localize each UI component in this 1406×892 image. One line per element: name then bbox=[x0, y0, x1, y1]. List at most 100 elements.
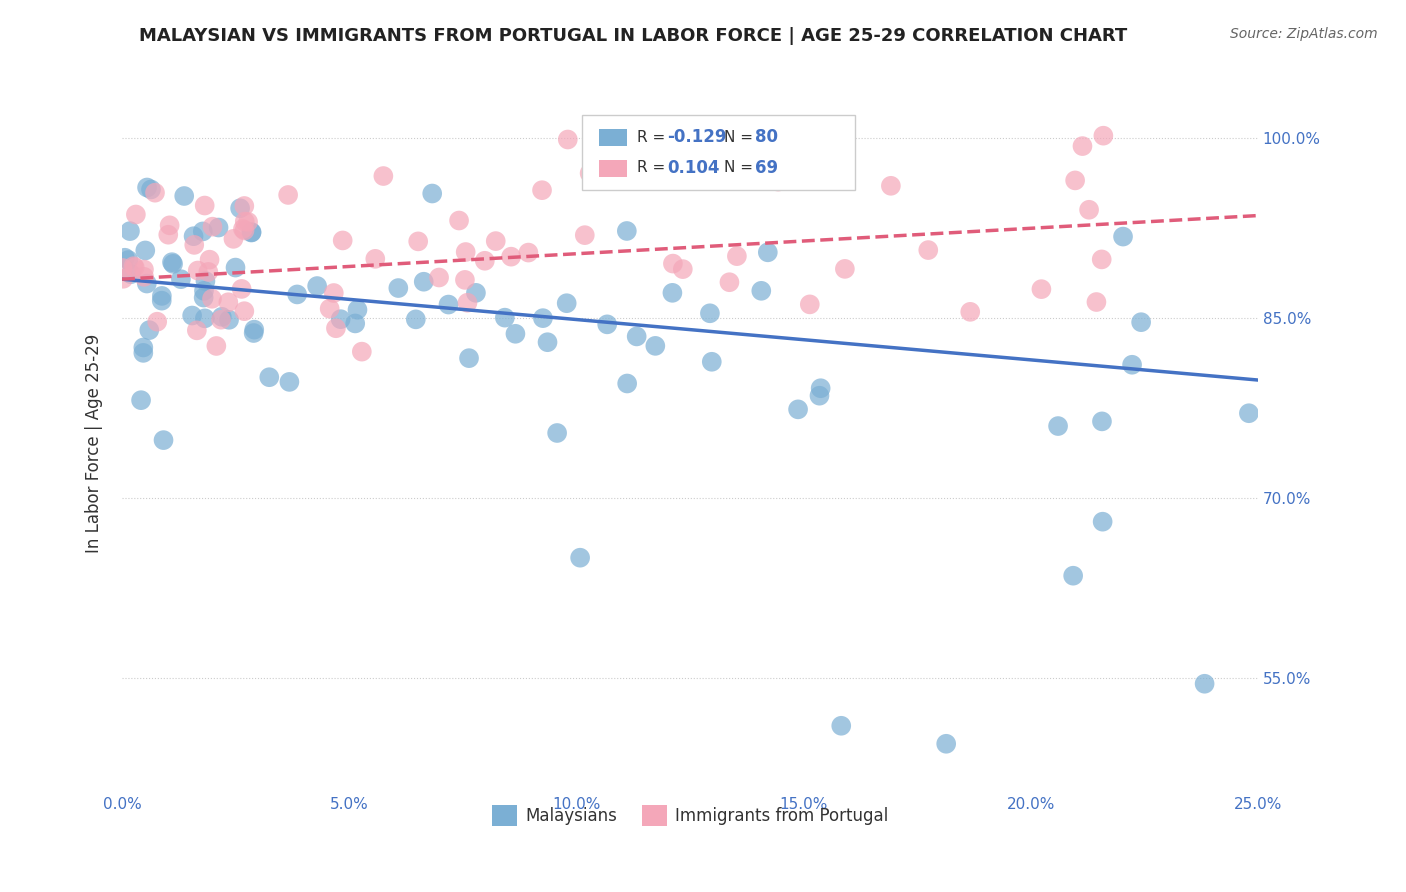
Point bbox=[125, 207, 148, 221]
Point bbox=[557, 132, 579, 146]
Point bbox=[198, 252, 221, 267]
Text: R =: R = bbox=[637, 129, 669, 145]
Point bbox=[135, 277, 157, 291]
Legend: Malaysians, Immigrants from Portugal: Malaysians, Immigrants from Portugal bbox=[485, 798, 896, 832]
Point bbox=[183, 238, 205, 252]
Text: 69: 69 bbox=[755, 159, 778, 177]
Text: R =: R = bbox=[637, 161, 669, 176]
Point bbox=[644, 339, 666, 353]
Point bbox=[810, 381, 832, 395]
Point bbox=[136, 180, 159, 194]
Point bbox=[259, 370, 281, 384]
Point bbox=[787, 402, 810, 417]
Point bbox=[536, 335, 558, 350]
Point bbox=[332, 234, 354, 248]
Point bbox=[205, 339, 228, 353]
Point bbox=[799, 297, 821, 311]
Point bbox=[578, 166, 600, 180]
Point bbox=[517, 245, 540, 260]
Point bbox=[531, 183, 554, 197]
Point bbox=[412, 275, 434, 289]
Point bbox=[662, 257, 685, 271]
Point bbox=[1091, 515, 1114, 529]
Point bbox=[437, 297, 460, 311]
Point bbox=[756, 245, 779, 260]
Point bbox=[406, 235, 429, 249]
Point bbox=[132, 341, 155, 355]
Point bbox=[318, 301, 340, 316]
Point bbox=[231, 282, 253, 296]
Point bbox=[194, 311, 217, 326]
Point bbox=[364, 252, 387, 266]
Point bbox=[134, 244, 156, 258]
Point bbox=[531, 311, 554, 326]
Point bbox=[329, 312, 352, 326]
Point bbox=[194, 198, 217, 212]
Point bbox=[454, 245, 477, 260]
Point bbox=[474, 253, 496, 268]
Point bbox=[222, 232, 245, 246]
Point bbox=[616, 376, 638, 391]
Point bbox=[120, 267, 142, 281]
Point bbox=[111, 260, 134, 275]
Point bbox=[240, 226, 263, 240]
Point bbox=[138, 323, 160, 337]
Point bbox=[1062, 568, 1084, 582]
Point bbox=[1047, 419, 1070, 434]
Point bbox=[159, 219, 181, 233]
Point bbox=[201, 292, 224, 306]
Point bbox=[569, 550, 592, 565]
Text: -0.129: -0.129 bbox=[668, 128, 727, 146]
Point bbox=[420, 186, 443, 201]
Point bbox=[170, 272, 193, 286]
Point bbox=[193, 284, 215, 298]
Point bbox=[114, 251, 136, 265]
Point bbox=[501, 250, 523, 264]
Point bbox=[718, 275, 741, 289]
Point bbox=[661, 285, 683, 300]
Point bbox=[1091, 252, 1114, 267]
Point bbox=[834, 261, 856, 276]
Point bbox=[596, 318, 619, 332]
Point bbox=[485, 234, 508, 248]
Point bbox=[616, 224, 638, 238]
Point bbox=[181, 309, 204, 323]
Point bbox=[935, 737, 957, 751]
Text: Source: ZipAtlas.com: Source: ZipAtlas.com bbox=[1230, 27, 1378, 41]
Point bbox=[124, 260, 146, 275]
Point bbox=[700, 355, 723, 369]
Point bbox=[209, 312, 232, 326]
Point bbox=[129, 393, 152, 408]
Point bbox=[240, 225, 263, 239]
Point bbox=[880, 178, 903, 193]
Point bbox=[152, 433, 174, 447]
Point bbox=[233, 214, 256, 228]
Point bbox=[143, 186, 166, 200]
Point bbox=[387, 281, 409, 295]
FancyBboxPatch shape bbox=[599, 128, 627, 146]
Point bbox=[373, 169, 395, 183]
Point bbox=[725, 249, 748, 263]
Point bbox=[242, 326, 264, 340]
Point bbox=[285, 287, 308, 301]
Point bbox=[187, 263, 209, 277]
Text: N =: N = bbox=[724, 161, 754, 176]
Point bbox=[183, 229, 205, 244]
Point bbox=[233, 199, 256, 213]
Point bbox=[830, 719, 852, 733]
Point bbox=[505, 326, 527, 341]
Point bbox=[132, 346, 155, 360]
Text: 0.104: 0.104 bbox=[668, 159, 720, 177]
Point bbox=[132, 262, 155, 277]
Point bbox=[546, 425, 568, 440]
Text: MALAYSIAN VS IMMIGRANTS FROM PORTUGAL IN LABOR FORCE | AGE 25-29 CORRELATION CHA: MALAYSIAN VS IMMIGRANTS FROM PORTUGAL IN… bbox=[139, 27, 1126, 45]
Point bbox=[555, 296, 578, 310]
Point bbox=[193, 291, 215, 305]
Y-axis label: In Labor Force | Age 25-29: In Labor Force | Age 25-29 bbox=[86, 334, 103, 553]
Point bbox=[225, 260, 247, 275]
Point bbox=[917, 243, 939, 257]
Point bbox=[672, 262, 695, 277]
Point bbox=[346, 302, 368, 317]
Point bbox=[766, 175, 789, 189]
Point bbox=[959, 305, 981, 319]
